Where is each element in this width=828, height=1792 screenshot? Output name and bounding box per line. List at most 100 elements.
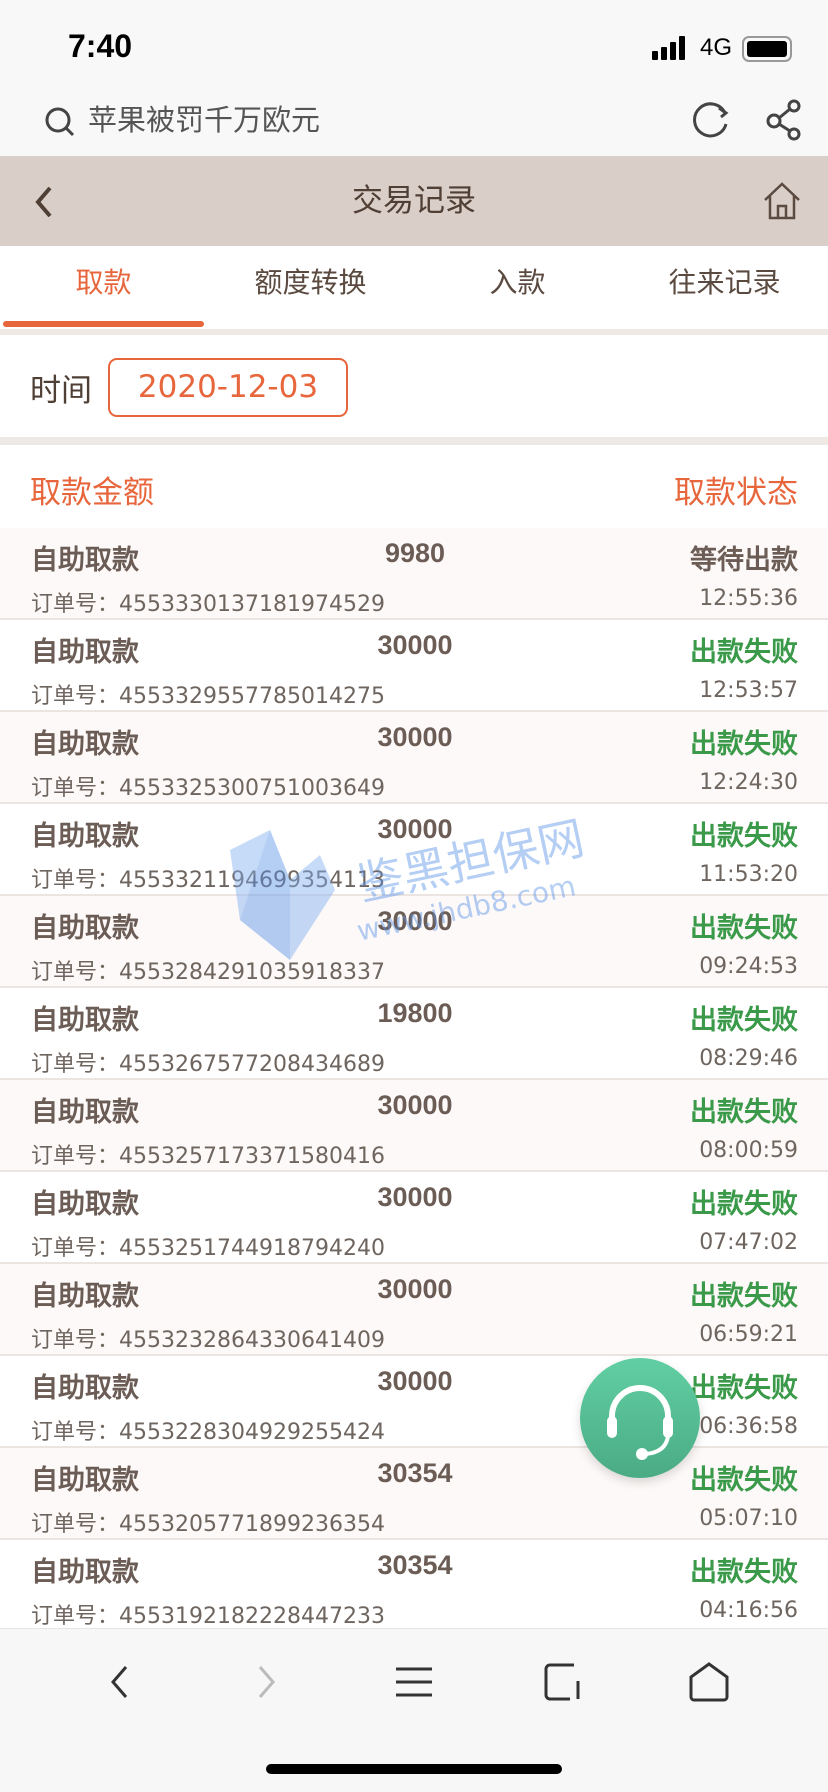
search-text[interactable]: 苹果被罚千万欧元 [88,103,321,137]
record-time: 08:29:46 [699,1046,798,1071]
record-order: 订单号：4553192182228447233 [31,1598,385,1630]
table-row[interactable]: 自助取款 30000 出款失败 订单号：4553325300751003649 … [0,712,828,804]
table-header: 取款金额 取款状态 [0,445,828,528]
record-time: 06:36:58 [699,1414,798,1439]
record-amount: 30000 [377,906,453,936]
record-type: 自助取款 [31,729,139,760]
table-row[interactable]: 自助取款 30000 出款失败 订单号：4553232864330641409 … [0,1264,828,1356]
order-number: 4553321194699354113 [119,868,385,893]
date-filter: 时间 2020-12-03 [0,335,828,437]
record-status: 出款失败 [690,729,798,760]
table-row[interactable]: 自助取款 30000 出款失败 订单号：4553228304929255424 … [0,1356,828,1448]
nav-bar: 交易记录 [0,156,828,246]
record-order: 订单号：4553284291035918337 [31,954,385,986]
order-prefix: 订单号： [31,868,120,893]
headset-icon [607,1385,673,1460]
record-status: 等待出款 [690,545,798,576]
record-type: 自助取款 [31,913,139,944]
table-row[interactable]: 自助取款 30000 出款失败 订单号：4553251744918794240 … [0,1172,828,1264]
status-bar: 7:40 4G [0,0,828,90]
record-amount: 30000 [377,1182,453,1212]
order-number: 4553251744918794240 [119,1236,385,1261]
tab-history[interactable]: 往来记录 [668,266,781,299]
order-prefix: 订单号： [31,1052,120,1077]
tab-withdraw[interactable]: 取款 [0,246,207,329]
record-type: 自助取款 [31,637,139,668]
table-row[interactable]: 自助取款 30354 出款失败 订单号：4553205771899236354 … [0,1448,828,1540]
record-time: 12:55:36 [699,586,798,611]
record-type: 自助取款 [31,821,139,852]
menu-icon[interactable] [391,1659,437,1705]
table-row[interactable]: 自助取款 30000 出款失败 订单号：4553257173371580416 … [0,1080,828,1172]
record-status: 出款失败 [690,913,798,944]
order-number: 4553329557785014275 [119,684,385,709]
record-type: 自助取款 [31,1005,139,1036]
home-icon[interactable] [762,180,802,220]
order-prefix: 订单号： [31,592,120,617]
record-status: 出款失败 [690,1189,798,1220]
order-prefix: 订单号： [31,1512,120,1537]
order-number: 4553205771899236354 [119,1512,385,1537]
record-status: 出款失败 [690,1097,798,1128]
record-type: 自助取款 [31,545,139,576]
share-icon[interactable] [762,96,808,142]
record-status: 出款失败 [690,1465,798,1496]
back-icon[interactable] [28,182,64,222]
record-time: 07:47:02 [699,1230,798,1255]
record-type: 自助取款 [31,1189,139,1220]
record-amount: 9980 [384,538,446,568]
order-prefix: 订单号： [31,1420,120,1445]
order-number: 4553325300751003649 [119,776,385,801]
record-time: 11:53:20 [699,862,798,887]
date-picker[interactable]: 2020-12-03 [108,358,348,417]
tab-deposit[interactable]: 入款 [489,266,546,299]
order-prefix: 订单号： [31,1604,120,1629]
order-number: 4553192182228447233 [119,1604,385,1629]
order-prefix: 订单号： [31,1328,120,1353]
record-status: 出款失败 [690,1281,798,1312]
table-row[interactable]: 自助取款 9980 等待出款 订单号：4553330137181974529 1… [0,528,828,620]
order-number: 4553228304929255424 [119,1420,385,1445]
record-order: 订单号：4553257173371580416 [31,1138,385,1170]
time-label: 时间 [30,373,92,409]
record-order: 订单号：4553321194699354113 [31,862,385,894]
record-order: 订单号：4553232864330641409 [31,1322,385,1354]
record-order: 订单号：4553330137181974529 [31,586,385,618]
home-indicator [266,1764,562,1774]
status-time: 7:40 [68,28,133,64]
forward-arrow-icon[interactable] [242,1659,288,1705]
back-arrow-icon[interactable] [98,1659,144,1705]
record-time: 09:24:53 [699,954,798,979]
home-page-icon[interactable] [686,1659,732,1705]
record-type: 自助取款 [31,1097,139,1128]
record-list: 自助取款 9980 等待出款 订单号：4553330137181974529 1… [0,528,828,1632]
record-order: 订单号：4553325300751003649 [31,770,385,802]
record-type: 自助取款 [31,1373,139,1404]
browser-search-bar[interactable]: 苹果被罚千万欧元 [0,90,828,156]
record-status: 出款失败 [690,821,798,852]
record-type: 自助取款 [31,1281,139,1312]
table-row[interactable]: 自助取款 30354 出款失败 订单号：4553192182228447233 … [0,1540,828,1632]
tab-transfer[interactable]: 额度转换 [254,266,367,299]
order-number: 4553267577208434689 [119,1052,385,1077]
search-icon [45,107,75,137]
record-amount: 30354 [377,1458,453,1488]
customer-support-button[interactable] [580,1358,700,1478]
table-row[interactable]: 自助取款 19800 出款失败 订单号：4553267577208434689 … [0,988,828,1080]
refresh-icon[interactable] [688,96,734,142]
record-amount: 30354 [377,1550,453,1580]
order-prefix: 订单号： [31,1236,120,1261]
record-status: 出款失败 [690,1373,798,1404]
record-amount: 19800 [377,998,453,1028]
order-prefix: 订单号： [31,684,120,709]
record-order: 订单号：4553205771899236354 [31,1506,385,1538]
tab-bar: 取款 额度转换 入款 往来记录 [0,246,828,329]
table-row[interactable]: 自助取款 30000 出款失败 订单号：4553329557785014275 … [0,620,828,712]
table-row[interactable]: 自助取款 30000 出款失败 订单号：4553321194699354113 … [0,804,828,896]
record-order: 订单号：4553251744918794240 [31,1230,385,1262]
table-row[interactable]: 自助取款 30000 出款失败 订单号：4553284291035918337 … [0,896,828,988]
record-time: 04:16:56 [699,1598,798,1623]
order-number: 4553330137181974529 [119,592,385,617]
divider [0,329,828,335]
tabs-icon[interactable] [540,1659,586,1705]
